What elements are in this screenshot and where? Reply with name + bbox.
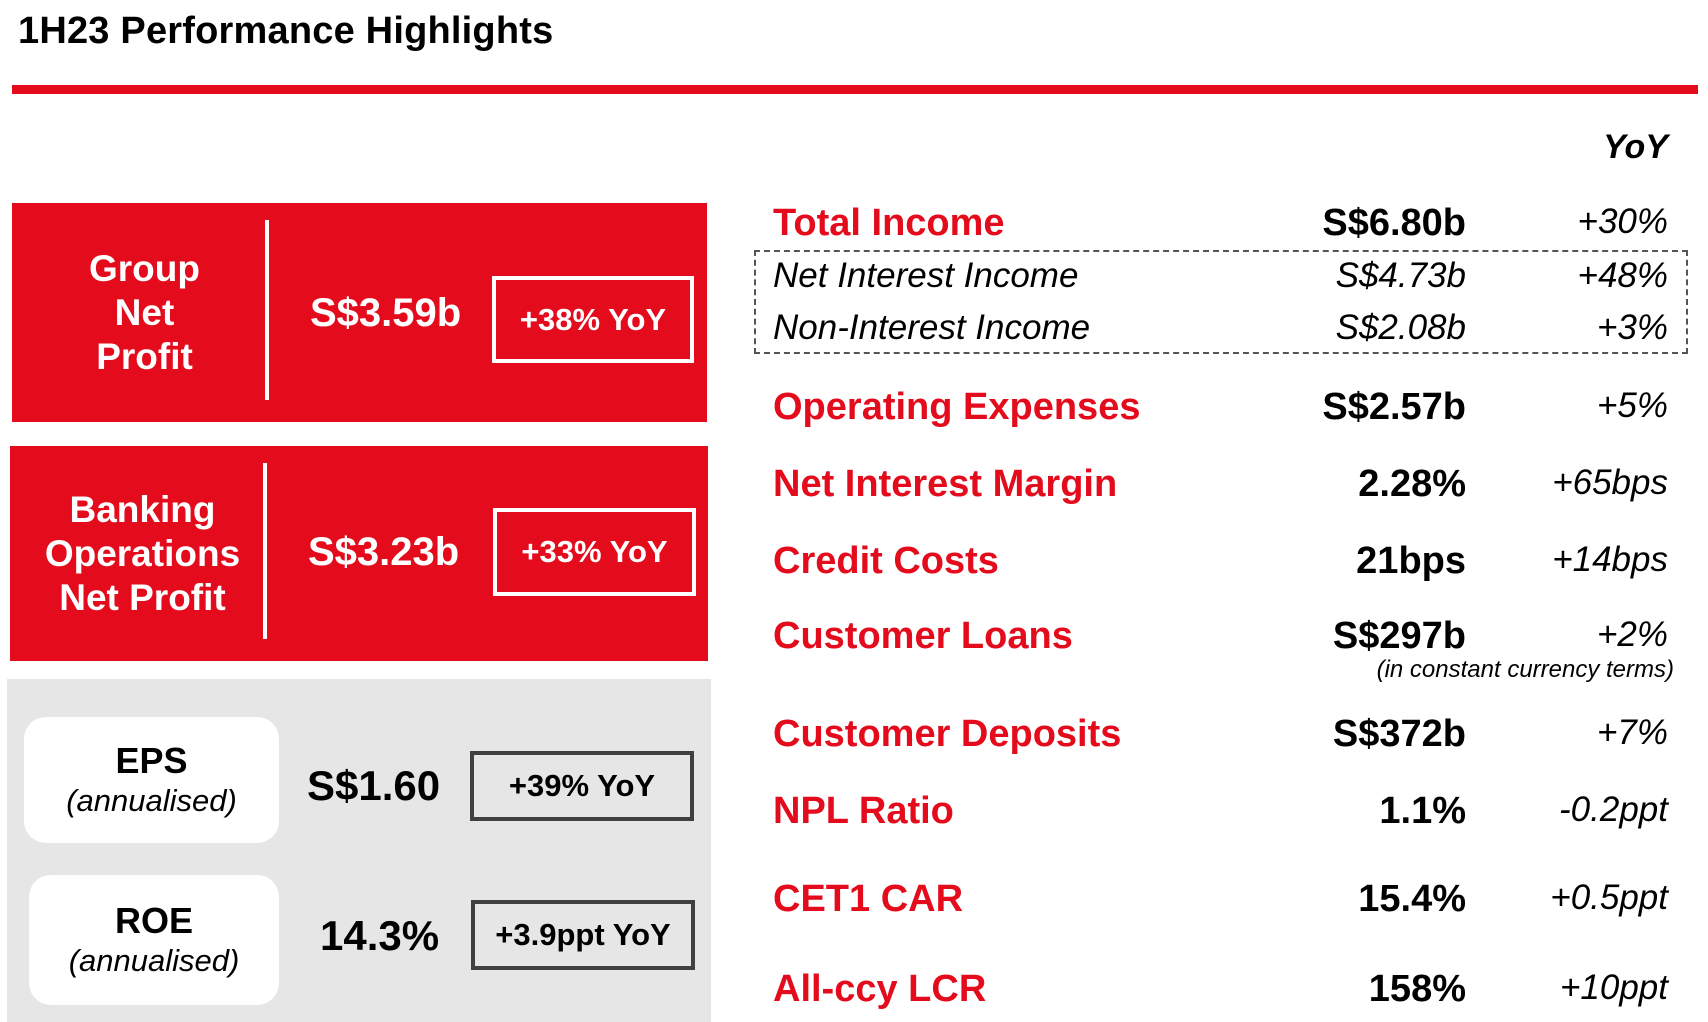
highlight-label-line: Group <box>89 247 200 289</box>
highlight-label-line: Operations <box>44 532 241 574</box>
table-row: Non-Interest Income S$2.08b +3% <box>0 308 1708 356</box>
row-yoy: +3% <box>1596 308 1668 347</box>
row-label: Credit Costs <box>773 540 999 582</box>
table-row: Customer Loans S$297b +2% <box>0 615 1708 663</box>
highlight-yoy-badge: +33% YoY <box>493 508 696 596</box>
row-value: 1.1% <box>1379 790 1466 832</box>
row-yoy: +5% <box>1596 386 1668 425</box>
row-yoy: +10ppt <box>1559 968 1668 1007</box>
metric-name: EPS <box>115 740 188 781</box>
row-label: All-ccy LCR <box>773 968 987 1010</box>
highlight-divider <box>265 220 269 400</box>
roe-value: 14.3% <box>320 912 440 959</box>
row-value: S$4.73b <box>1335 256 1466 295</box>
table-row: Customer Deposits S$372b +7% <box>0 713 1708 761</box>
table-row: Credit Costs 21bps +14bps <box>0 540 1708 588</box>
row-value: 158% <box>1368 968 1466 1010</box>
roe-yoy-badge: +3.9ppt YoY <box>471 900 695 970</box>
page-title: 1H23 Performance Highlights <box>18 10 554 52</box>
row-label: Customer Loans <box>773 615 1073 657</box>
row-label: Net Interest Income <box>773 256 1079 295</box>
highlight-label-line: Profit <box>96 335 193 377</box>
eps-yoy-badge: +39% YoY <box>470 751 694 821</box>
table-row: Net Interest Margin 2.28% +65bps <box>0 463 1708 511</box>
row-label: CET1 CAR <box>773 878 964 920</box>
banking-operations-net-profit-box: Banking Operations Net Profit S$3.23b +3… <box>10 446 708 661</box>
row-yoy: +48% <box>1577 256 1669 295</box>
row-label: NPL Ratio <box>773 790 954 832</box>
table-row: Net Interest Income S$4.73b +48% <box>0 256 1708 304</box>
roe-card: ROE (annualised) <box>29 875 279 1005</box>
row-yoy: +2% <box>1596 615 1668 654</box>
highlight-label-line: Net <box>114 291 175 333</box>
row-yoy: +65bps <box>1552 463 1668 502</box>
row-value: S$2.08b <box>1335 308 1466 347</box>
highlight-label: Group Net Profit <box>12 203 277 422</box>
highlight-value: S$3.59b <box>310 291 462 335</box>
row-value: S$297b <box>1332 615 1466 657</box>
row-value: 21bps <box>1356 540 1466 582</box>
row-label: Customer Deposits <box>773 713 1122 755</box>
income-breakdown-box <box>754 250 1688 354</box>
row-value: S$2.57b <box>1322 386 1466 428</box>
table-row: All-ccy LCR 158% +10ppt <box>0 968 1708 1016</box>
eps-card: EPS (annualised) <box>24 717 279 843</box>
metric-name: ROE <box>114 900 193 941</box>
row-label: Operating Expenses <box>773 386 1141 428</box>
table-row: Operating Expenses S$2.57b +5% <box>0 386 1708 434</box>
row-yoy: -0.2ppt <box>1559 790 1668 829</box>
yoy-column-header: YoY <box>1603 128 1668 166</box>
metric-subtitle: (annualised) <box>68 943 240 978</box>
row-yoy: +7% <box>1596 713 1668 752</box>
row-yoy: +0.5ppt <box>1550 878 1668 917</box>
row-value: 15.4% <box>1358 878 1466 920</box>
row-value: 2.28% <box>1358 463 1466 505</box>
row-label: Total Income <box>773 202 1005 244</box>
per-share-metrics-panel: EPS (annualised) S$1.60 +39% YoY ROE (an… <box>7 679 711 1022</box>
metric-subtitle: (annualised) <box>66 783 237 818</box>
table-row: Total Income S$6.80b +30% <box>0 202 1708 250</box>
highlight-label-line: Net Profit <box>59 576 226 618</box>
eps-value: S$1.60 <box>307 762 441 809</box>
row-yoy: +30% <box>1577 202 1669 241</box>
row-value: S$372b <box>1332 713 1466 755</box>
constant-currency-note: (in constant currency terms) <box>1376 656 1674 683</box>
highlight-yoy-badge: +38% YoY <box>492 276 694 363</box>
highlight-label-line: Banking <box>69 488 216 530</box>
highlight-value: S$3.23b <box>308 530 460 574</box>
table-row: NPL Ratio 1.1% -0.2ppt <box>0 790 1708 838</box>
highlight-divider <box>263 463 267 639</box>
title-divider <box>12 85 1698 94</box>
row-label: Net Interest Margin <box>773 463 1118 505</box>
group-net-profit-box: Group Net Profit S$3.59b +38% YoY <box>12 203 707 422</box>
table-row: CET1 CAR 15.4% +0.5ppt <box>0 878 1708 926</box>
highlight-label: Banking Operations Net Profit <box>10 446 275 661</box>
row-yoy: +14bps <box>1552 540 1668 579</box>
row-value: S$6.80b <box>1322 202 1466 244</box>
row-label: Non-Interest Income <box>773 308 1091 347</box>
